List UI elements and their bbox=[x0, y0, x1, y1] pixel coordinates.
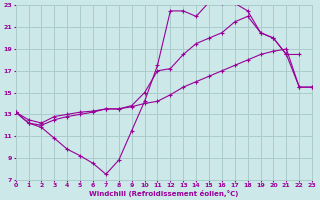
X-axis label: Windchill (Refroidissement éolien,°C): Windchill (Refroidissement éolien,°C) bbox=[89, 190, 239, 197]
